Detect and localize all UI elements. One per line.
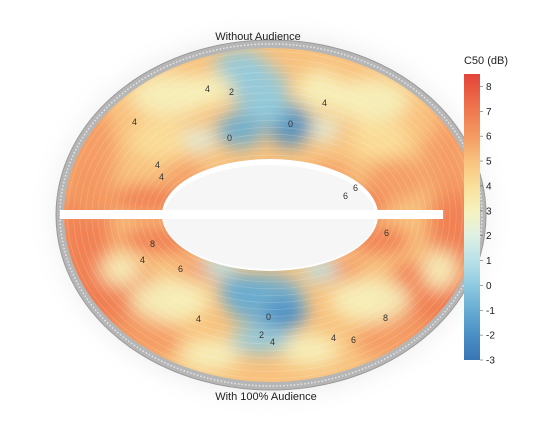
contour-label: 4 <box>132 117 137 127</box>
contour-label: 4 <box>205 84 210 94</box>
contour-label: 2 <box>259 330 264 340</box>
contour-label: 6 <box>178 264 183 274</box>
colorbar-tick-label: 5 <box>486 157 492 168</box>
contour-label: 4 <box>159 172 164 182</box>
contour-label: 0 <box>227 133 232 143</box>
contour-label: 0 <box>288 119 293 129</box>
contour-label: 4 <box>331 333 336 343</box>
heat-blob <box>350 120 410 160</box>
colorbar-tick-label: -2 <box>486 331 495 342</box>
contour-label: 0 <box>266 312 271 322</box>
contour-label: 4 <box>322 98 327 108</box>
bottom-label: With 100% Audience <box>215 391 317 403</box>
contour-label: 4 <box>196 314 201 324</box>
heat-blob <box>180 339 240 371</box>
colorbar-tick-label: 0 <box>486 281 492 292</box>
colorbar-tick-label: 4 <box>486 181 492 192</box>
contour-label: 6 <box>343 191 348 201</box>
colorbar-tick-label: 7 <box>486 107 492 118</box>
heat-blob <box>252 96 288 124</box>
heat-blob <box>422 250 458 290</box>
heat-blob <box>263 299 307 331</box>
heat-blob <box>230 326 290 354</box>
contour-label: 4 <box>140 255 145 265</box>
colorbar <box>464 74 480 360</box>
top-label: Without Audience <box>215 31 301 43</box>
heat-blob <box>130 278 210 322</box>
heat-blob <box>330 278 410 322</box>
rim-detail <box>59 43 483 387</box>
heat-blob <box>365 158 425 202</box>
colorbar-title: C50 (dB) <box>464 55 508 67</box>
colorbar-tick-label: 2 <box>486 231 492 242</box>
contour-label: 8 <box>383 313 388 323</box>
contour-label: 6 <box>353 183 358 193</box>
contour-label: 4 <box>270 337 275 347</box>
colorbar-tick-label: 8 <box>486 82 492 93</box>
heat-blob <box>330 78 410 122</box>
colorbar-tick-label: -3 <box>486 356 495 367</box>
divider-bar <box>60 210 443 219</box>
colorbar-tick-label: 1 <box>486 256 492 267</box>
colorbar-tick-label: 6 <box>486 132 492 143</box>
contour-label: 6 <box>384 228 389 238</box>
contour-label: 2 <box>229 87 234 97</box>
heat-blob <box>130 120 190 160</box>
heat-blob <box>218 274 262 306</box>
contour-label: 4 <box>155 160 160 170</box>
heat-blob <box>184 128 216 152</box>
contour-label: 6 <box>351 335 356 345</box>
heat-blob <box>296 70 344 110</box>
heat-blob <box>100 254 140 286</box>
heat-blob <box>280 334 340 366</box>
colorbar-ticks: 8 7 6 5 4 3 2 1 0 -1 -2 -3 <box>480 82 495 367</box>
contour-label: 8 <box>150 239 155 249</box>
colorbar-tick-label: 3 <box>486 206 492 217</box>
heat-blob <box>311 118 339 142</box>
colorbar-tick-label: -1 <box>486 306 495 317</box>
heat-blob <box>188 74 232 106</box>
heat-blob <box>216 112 264 148</box>
